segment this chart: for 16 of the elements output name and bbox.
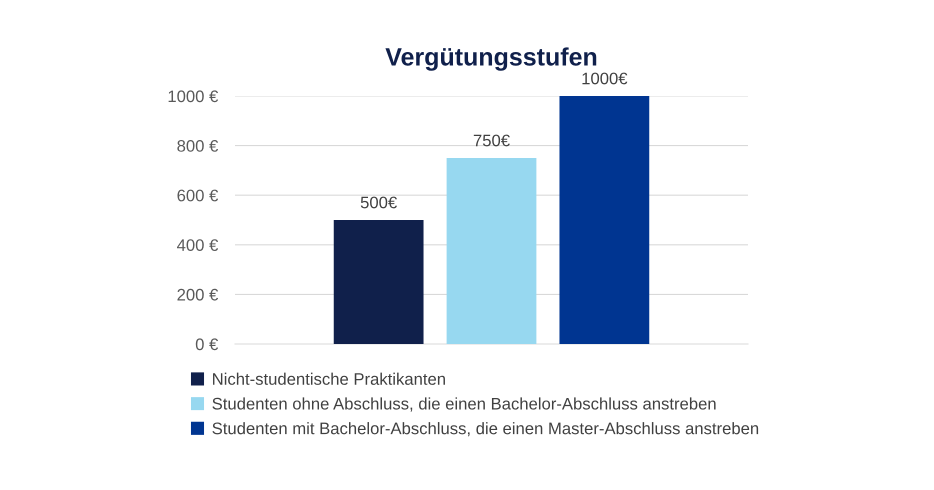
- data-label: 1000€: [582, 72, 628, 84]
- legend-label: Nicht-studentische Praktikanten: [213, 372, 445, 385]
- chart-title: Vergütungsstufen: [385, 47, 596, 71]
- bar: [334, 220, 424, 344]
- y-tick-label: 600 €: [177, 190, 218, 202]
- y-tick-label: 800 €: [177, 140, 218, 152]
- legend-label: Studenten ohne Abschluss, die einen Bachelor-Abschluss anstreben: [212, 397, 716, 412]
- y-tick-label: 200 €: [177, 288, 218, 301]
- bar: [559, 96, 650, 344]
- data-label: 750€: [474, 134, 510, 146]
- y-tick-label: 0 €: [196, 338, 218, 350]
- y-tick-label: 1000 €: [168, 90, 218, 102]
- y-tick-label: 400 €: [177, 239, 218, 252]
- legend-label: Studenten mit Bachelor-Abschluss, die einen Master-Abschluss anstreben: [212, 422, 758, 436]
- bar: [446, 158, 536, 344]
- data-label: 500€: [360, 196, 397, 208]
